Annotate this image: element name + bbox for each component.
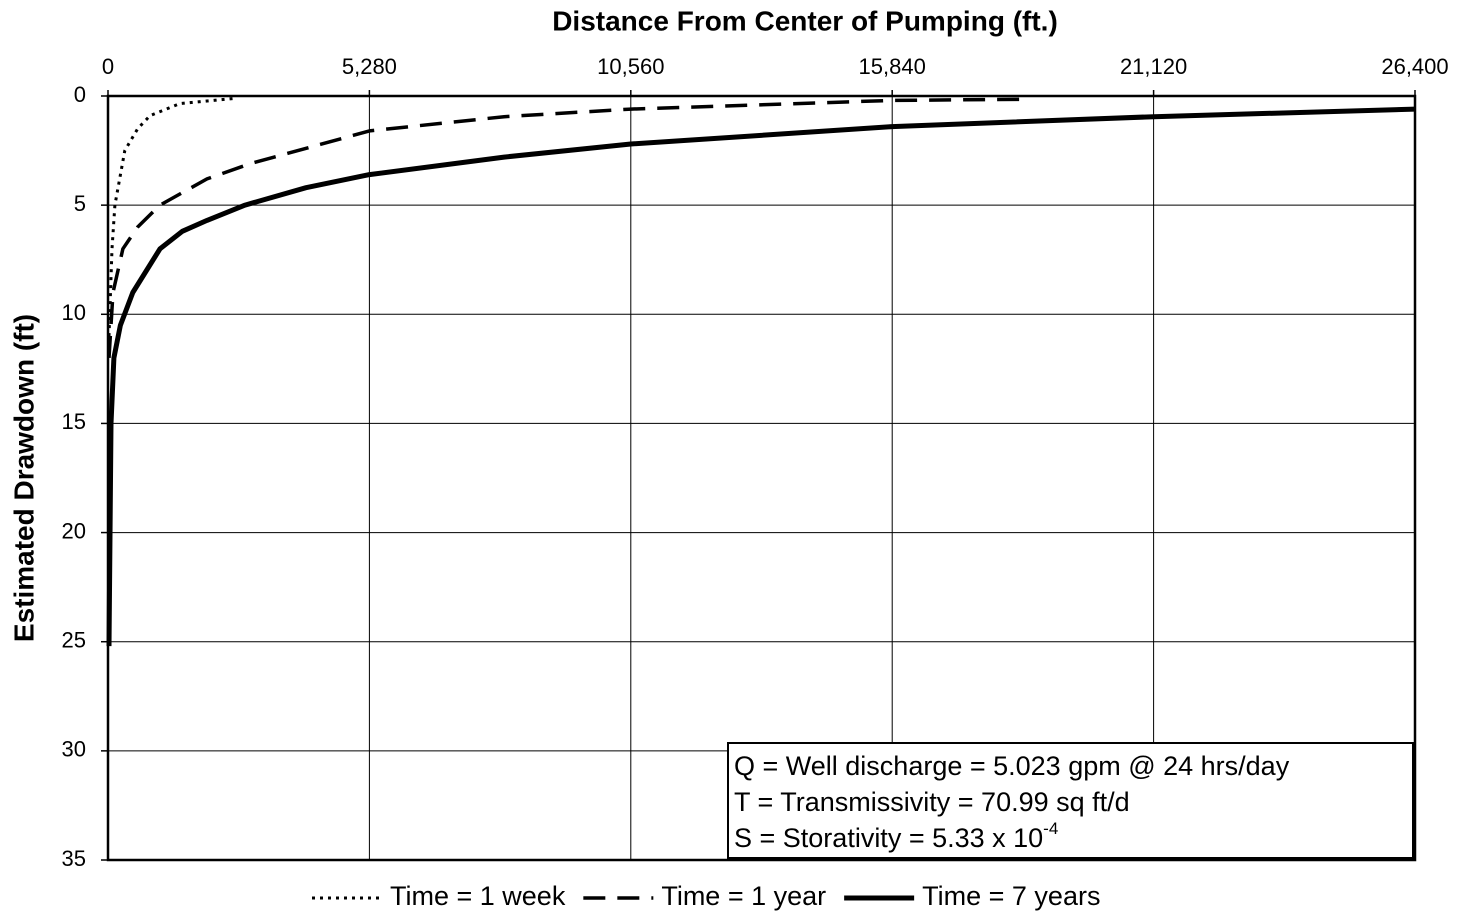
y-tick-label: 30 [62, 737, 86, 762]
y-tick-label: 10 [62, 300, 86, 325]
annotation-text: S = Storativity = 5.33 x 10 [734, 823, 1043, 853]
y-tick-label: 20 [62, 518, 86, 543]
plot-frame [106, 94, 1417, 862]
chart-title: Distance From Center of Pumping (ft.) [552, 5, 1058, 36]
x-tick-label: 15,840 [859, 54, 926, 79]
x-tick-label: 10,560 [597, 54, 664, 79]
annotation-text: T = Transmissivity = 70.99 sq ft/d [734, 787, 1130, 817]
legend-label: Time = 1 year [661, 881, 826, 911]
y-axis-label: Estimated Drawdown (ft) [8, 314, 39, 642]
x-tick-label: 0 [102, 54, 114, 79]
x-tick-label: 21,120 [1120, 54, 1187, 79]
annotation: T = Transmissivity = 70.99 sq ft/d [734, 787, 1130, 817]
y-tick-label: 25 [62, 628, 86, 653]
annotation: Q = Well discharge = 5.023 gpm @ 24 hrs/… [734, 751, 1290, 781]
annotation-box [727, 742, 1414, 859]
legend-label: Time = 7 years [922, 881, 1100, 911]
legend-label: Time = 1 week [390, 881, 566, 911]
line-series [107, 96, 237, 337]
x-tick-label: 5,280 [342, 54, 397, 79]
x-tick-label: 26,400 [1381, 54, 1448, 79]
annotation: S = Storativity = 5.33 x 10-4 [734, 819, 1058, 853]
line-series [106, 106, 1416, 647]
y-tick-label: 35 [62, 846, 86, 871]
line-series [107, 97, 1022, 359]
y-tick-label: 0 [74, 82, 86, 107]
y-tick-label: 5 [74, 191, 86, 216]
y-tick-label: 15 [62, 409, 86, 434]
annotation-superscript: -4 [1043, 819, 1058, 838]
annotation-text: Q = Well discharge = 5.023 gpm @ 24 hrs/… [734, 751, 1290, 781]
